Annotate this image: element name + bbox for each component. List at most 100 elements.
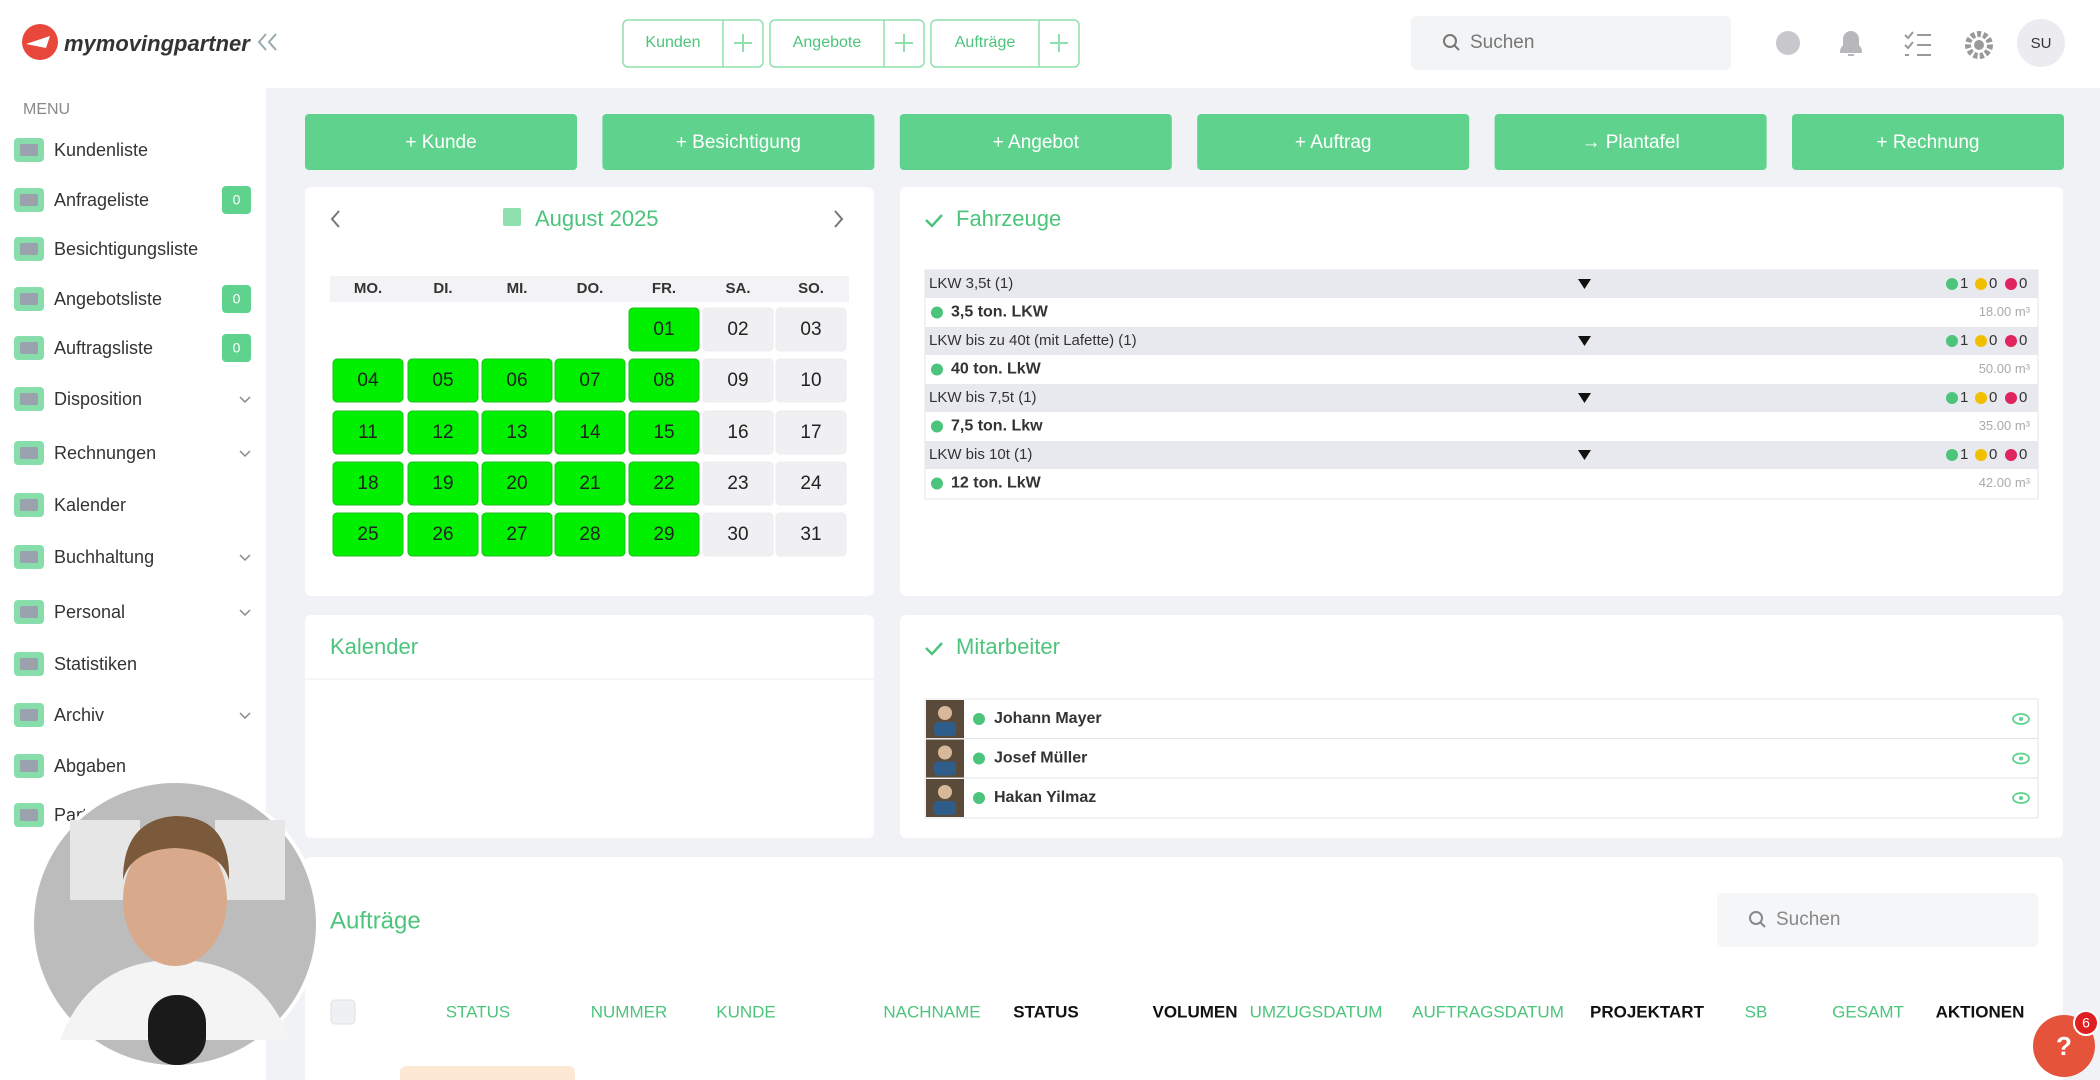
- chevron[interactable]: [239, 450, 251, 458]
- calendar-day[interactable]: [332, 461, 404, 506]
- nav-tab[interactable]: [930, 19, 1080, 68]
- calendar-day[interactable]: [481, 461, 553, 506]
- calendar-day[interactable]: [775, 307, 847, 352]
- calendar-day[interactable]: [407, 358, 479, 403]
- calendar-day[interactable]: [775, 358, 847, 403]
- sidebar-icon-detail: [20, 658, 38, 670]
- calendar-day[interactable]: [628, 358, 700, 403]
- panel-title: Fahrzeuge: [956, 206, 1061, 231]
- column-header[interactable]: GESAMT: [1832, 1002, 1904, 1021]
- calendar-day[interactable]: [407, 512, 479, 557]
- calendar-day[interactable]: [628, 512, 700, 557]
- sidebar-item-label: Kalender: [54, 495, 126, 515]
- action-button[interactable]: [899, 114, 1172, 170]
- chevron[interactable]: [239, 609, 251, 617]
- staff-photo-body: [934, 801, 956, 815]
- calendar-day[interactable]: [481, 410, 553, 455]
- calendar-day[interactable]: [702, 512, 774, 557]
- search-icon: [1749, 911, 1763, 925]
- calendar-day[interactable]: [481, 512, 553, 557]
- status-count: 0: [2019, 332, 2027, 349]
- calendar-day[interactable]: [702, 358, 774, 403]
- webcam-mic: [148, 995, 206, 1065]
- check-icon: [925, 642, 943, 656]
- calendar-day[interactable]: [702, 410, 774, 455]
- sidebar-item-label: Disposition: [54, 389, 142, 409]
- column-header[interactable]: NUMMER: [591, 1002, 668, 1021]
- weekday: FR.: [652, 280, 676, 297]
- vehicle-volume: 35.00 m³: [1979, 418, 2031, 433]
- task-icon[interactable]: [1904, 31, 1931, 56]
- column-header[interactable]: AUFTRAGSDATUM: [1412, 1002, 1564, 1021]
- calendar-day[interactable]: [775, 512, 847, 557]
- sidebar-badge-count: 0: [233, 291, 241, 307]
- status-dot: [1975, 392, 1987, 404]
- view-icon[interactable]: [2012, 792, 2030, 804]
- tab-add-icon[interactable]: [1050, 34, 1068, 52]
- next-month[interactable]: [834, 210, 844, 228]
- chevron[interactable]: [239, 554, 251, 562]
- avatar[interactable]: [2017, 19, 2065, 67]
- calendar-day[interactable]: [628, 461, 700, 506]
- view-icon[interactable]: [2012, 713, 2030, 725]
- calendar-day[interactable]: [407, 461, 479, 506]
- status-count: 1: [1960, 446, 1968, 463]
- select-all-checkbox[interactable]: [330, 999, 356, 1025]
- status-count: 0: [1989, 332, 1997, 349]
- tab-add-icon[interactable]: [734, 34, 752, 52]
- action-button[interactable]: [1494, 114, 1767, 170]
- settings-icon[interactable]: [1965, 31, 1993, 59]
- column-header[interactable]: NACHNAME: [883, 1002, 980, 1021]
- calendar-day[interactable]: [554, 512, 626, 557]
- calendar-day[interactable]: [554, 461, 626, 506]
- column-header[interactable]: SB: [1745, 1002, 1768, 1021]
- calendar-day[interactable]: [628, 307, 700, 352]
- chevron[interactable]: [239, 712, 251, 720]
- calendar-day[interactable]: [775, 461, 847, 506]
- column-header[interactable]: STATUS: [446, 1002, 511, 1021]
- column-header[interactable]: UMZUGSDATUM: [1250, 1002, 1383, 1021]
- bell-icon[interactable]: [1839, 31, 1863, 56]
- status-dot: [1975, 278, 1987, 290]
- orders-search[interactable]: [1717, 893, 2038, 947]
- action-button[interactable]: [305, 114, 577, 170]
- staff-photo-head: [938, 706, 952, 720]
- calendar-day[interactable]: [554, 410, 626, 455]
- action-button[interactable]: [1792, 114, 2064, 170]
- calendar-day[interactable]: [332, 358, 404, 403]
- calendar-day[interactable]: [775, 410, 847, 455]
- calendar-day[interactable]: [628, 410, 700, 455]
- calendar-day[interactable]: [332, 410, 404, 455]
- sidebar-icon-detail: [20, 293, 38, 305]
- vehicle-volume: 42.00 m³: [1979, 475, 2031, 490]
- tab-add-icon[interactable]: [895, 34, 913, 52]
- action-button-label: → Plantafel: [1581, 132, 1679, 153]
- calendar-title: August 2025: [535, 206, 659, 231]
- expand-triangle[interactable]: [1578, 450, 1591, 460]
- action-button[interactable]: [1197, 114, 1470, 170]
- calendar-day[interactable]: [481, 358, 553, 403]
- sidebar-item-label: Statistiken: [54, 654, 137, 674]
- calendar-day[interactable]: [407, 410, 479, 455]
- calendar-day[interactable]: [554, 358, 626, 403]
- collapse-icon[interactable]: [257, 33, 277, 51]
- expand-triangle[interactable]: [1578, 279, 1591, 289]
- chevron[interactable]: [239, 396, 251, 404]
- calendar-day[interactable]: [702, 461, 774, 506]
- action-button[interactable]: [602, 114, 875, 170]
- action-button-label: + Angebot: [993, 132, 1080, 153]
- help-button-icon: ?: [2056, 1031, 2072, 1061]
- staff-name: Johann Mayer: [994, 710, 1102, 727]
- view-icon[interactable]: [2012, 752, 2030, 765]
- search-box[interactable]: [1411, 16, 1731, 70]
- nav-tab[interactable]: [769, 19, 925, 68]
- expand-triangle[interactable]: [1578, 393, 1591, 403]
- status-count: 0: [2019, 275, 2027, 292]
- expand-triangle[interactable]: [1578, 336, 1591, 346]
- calendar-day[interactable]: [332, 512, 404, 557]
- prev-month[interactable]: [330, 210, 340, 228]
- column-header[interactable]: KUNDE: [716, 1002, 776, 1021]
- nav-tab[interactable]: [622, 19, 764, 68]
- calendar-day[interactable]: [702, 307, 774, 352]
- help-icon[interactable]: [1776, 31, 1800, 55]
